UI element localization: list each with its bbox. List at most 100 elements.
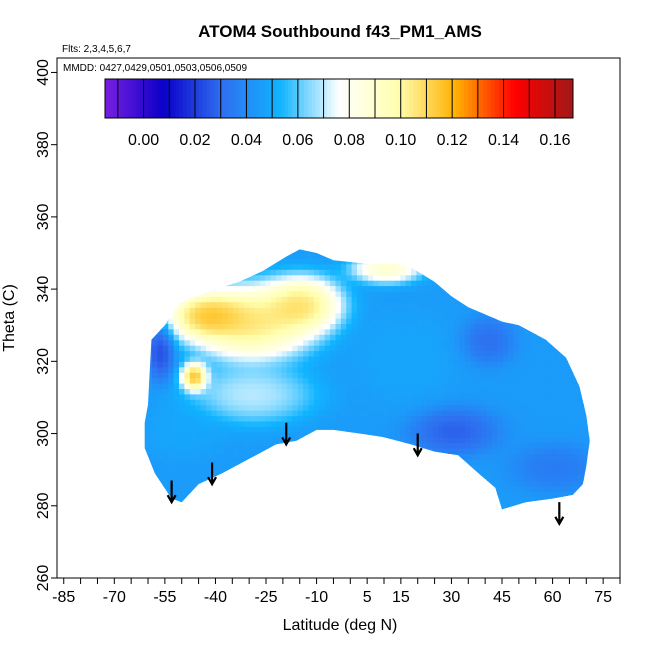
heatmap-cell (438, 469, 444, 476)
heatmap-cell (411, 290, 417, 297)
heatmap-cell (432, 312, 439, 319)
heatmap-cell (286, 426, 293, 433)
heatmap-cell (475, 507, 482, 510)
heatmap-cell (454, 258, 461, 265)
heatmap-cell (243, 290, 250, 297)
heatmap-cell (562, 253, 568, 259)
heatmap-cell (270, 448, 277, 454)
heatmap-cell (448, 355, 455, 362)
heatmap-cell (173, 355, 180, 362)
heatmap-cell (578, 475, 585, 482)
heatmap-cell (583, 361, 590, 368)
heatmap-cell (330, 339, 337, 346)
heatmap-cell (394, 431, 401, 438)
heatmap-cell (545, 491, 552, 498)
heatmap-cell (470, 475, 477, 482)
heatmap-cell (265, 458, 272, 465)
heatmap-cell (152, 285, 159, 292)
heatmap-cell (535, 496, 541, 503)
heatmap-cell (362, 383, 369, 389)
heatmap-cell (470, 410, 477, 417)
heatmap-cell (206, 328, 212, 335)
heatmap-cell (233, 415, 239, 422)
heatmap-cell (497, 249, 504, 254)
heatmap-cell (346, 399, 353, 406)
heatmap-cell (200, 366, 207, 373)
heatmap-cell (578, 437, 585, 444)
heatmap-cell (162, 469, 169, 476)
heatmap-cell (394, 420, 401, 427)
colorbar-segment (276, 79, 281, 118)
heatmap-cell (206, 280, 212, 287)
y-tick-label: 260 (35, 565, 52, 592)
heatmap-cell (227, 269, 234, 276)
heatmap-cell (249, 502, 256, 509)
heatmap-cell (405, 339, 412, 346)
heatmap-cell (144, 372, 148, 379)
heatmap-cell (481, 388, 488, 395)
heatmap-cell (249, 399, 256, 406)
heatmap-cell (308, 377, 315, 384)
heatmap-cell (448, 431, 455, 438)
heatmap-cell (572, 426, 579, 433)
heatmap-cell (545, 345, 552, 352)
heatmap-cell (313, 377, 320, 384)
heatmap-cell (416, 496, 423, 503)
heatmap-cell (394, 388, 401, 395)
heatmap-cell (518, 339, 525, 346)
colorbar-tick-label: 0.04 (231, 132, 262, 149)
heatmap-cell (411, 496, 417, 503)
heatmap-cell (146, 507, 153, 510)
heatmap-cell (411, 458, 417, 465)
heatmap-cell (459, 410, 466, 417)
heatmap-cell (340, 507, 347, 510)
heatmap-cell (535, 339, 541, 346)
heatmap-cell (335, 263, 342, 270)
heatmap-cell (227, 453, 234, 460)
heatmap-cell (254, 431, 261, 438)
heatmap-cell (411, 301, 417, 308)
colorbar-segment (194, 79, 200, 118)
heatmap-cell (303, 242, 309, 248)
heatmap-cell (179, 464, 185, 471)
heatmap-cell (545, 448, 552, 454)
heatmap-cell (567, 355, 574, 362)
heatmap-cell (233, 242, 239, 248)
heatmap-cell (502, 496, 509, 503)
heatmap-cell (162, 301, 169, 308)
heatmap-cell (567, 328, 574, 335)
heatmap-cell (168, 366, 175, 373)
heatmap-cell (222, 469, 229, 476)
heatmap-cell (438, 249, 444, 254)
heatmap-cell (152, 415, 159, 422)
heatmap-cell (254, 296, 261, 303)
heatmap-cell (567, 361, 574, 368)
heatmap-cell (475, 399, 482, 406)
heatmap-cell (508, 285, 515, 292)
heatmap-cell (200, 339, 207, 346)
heatmap-cell (378, 350, 385, 357)
heatmap-cell (276, 249, 283, 254)
heatmap-cell (211, 491, 218, 498)
heatmap-cell (551, 249, 558, 254)
heatmap-cell (281, 290, 288, 297)
colorbar-tick-label: 0.14 (488, 132, 519, 149)
heatmap-cell (567, 458, 574, 465)
heatmap-cell (432, 249, 439, 254)
heatmap-cell (335, 258, 342, 265)
heatmap-cell (211, 280, 218, 287)
heatmap-cell (200, 475, 207, 482)
heatmap-cell (162, 269, 169, 276)
heatmap-cell (303, 345, 310, 352)
heatmap-cell (378, 475, 385, 482)
heatmap-cell (572, 355, 579, 362)
heatmap-cell (513, 393, 520, 400)
heatmap-cell (206, 464, 212, 471)
heatmap-cell (276, 415, 283, 422)
heatmap-cell (470, 323, 477, 330)
heatmap-cell (303, 355, 310, 362)
heatmap-cell (200, 469, 207, 476)
heatmap-cell (470, 377, 477, 384)
heatmap-cell (551, 285, 558, 292)
heatmap-cell (475, 334, 482, 341)
